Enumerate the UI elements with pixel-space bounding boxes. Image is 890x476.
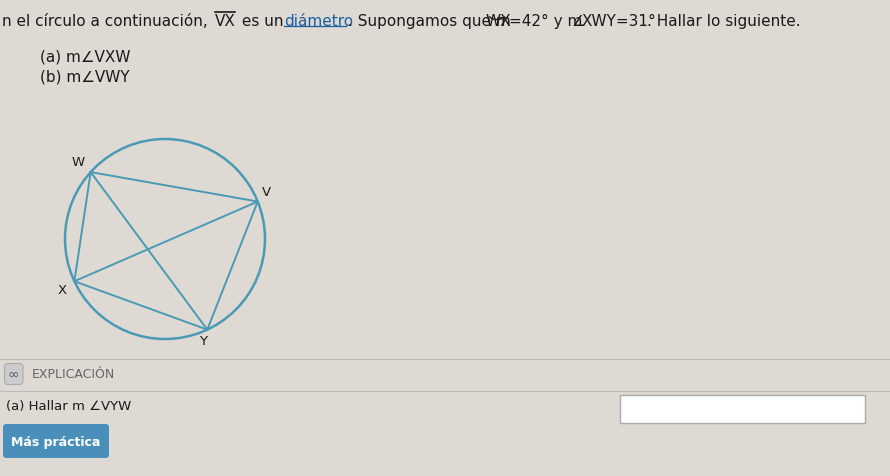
FancyBboxPatch shape [620, 395, 865, 423]
Text: VX: VX [215, 14, 236, 29]
Text: =42° y m: =42° y m [509, 14, 582, 29]
Text: EXPLICACIÓN: EXPLICACIÓN [32, 367, 115, 380]
FancyBboxPatch shape [3, 424, 109, 458]
Text: ∠: ∠ [572, 14, 586, 29]
Text: . Supongamos que m: . Supongamos que m [348, 14, 511, 29]
Text: Más práctica: Más práctica [12, 436, 101, 448]
Text: n el círculo a continuación,: n el círculo a continuación, [2, 14, 213, 29]
Text: (a) m∠VXW: (a) m∠VXW [40, 50, 131, 65]
Text: XWY=31°: XWY=31° [582, 14, 657, 29]
Text: diámetro: diámetro [284, 14, 353, 29]
Text: V: V [262, 185, 271, 198]
Text: . Hallar lo siguiente.: . Hallar lo siguiente. [647, 14, 801, 29]
Text: ∞: ∞ [8, 367, 20, 381]
Text: X: X [57, 284, 67, 297]
Text: Y: Y [199, 334, 207, 347]
Text: (b) m∠VWY: (b) m∠VWY [40, 70, 130, 85]
Text: (a) Hallar m ∠VYW: (a) Hallar m ∠VYW [6, 399, 131, 412]
Text: es un: es un [237, 14, 288, 29]
Text: WX: WX [486, 14, 512, 29]
Text: W: W [71, 156, 85, 169]
